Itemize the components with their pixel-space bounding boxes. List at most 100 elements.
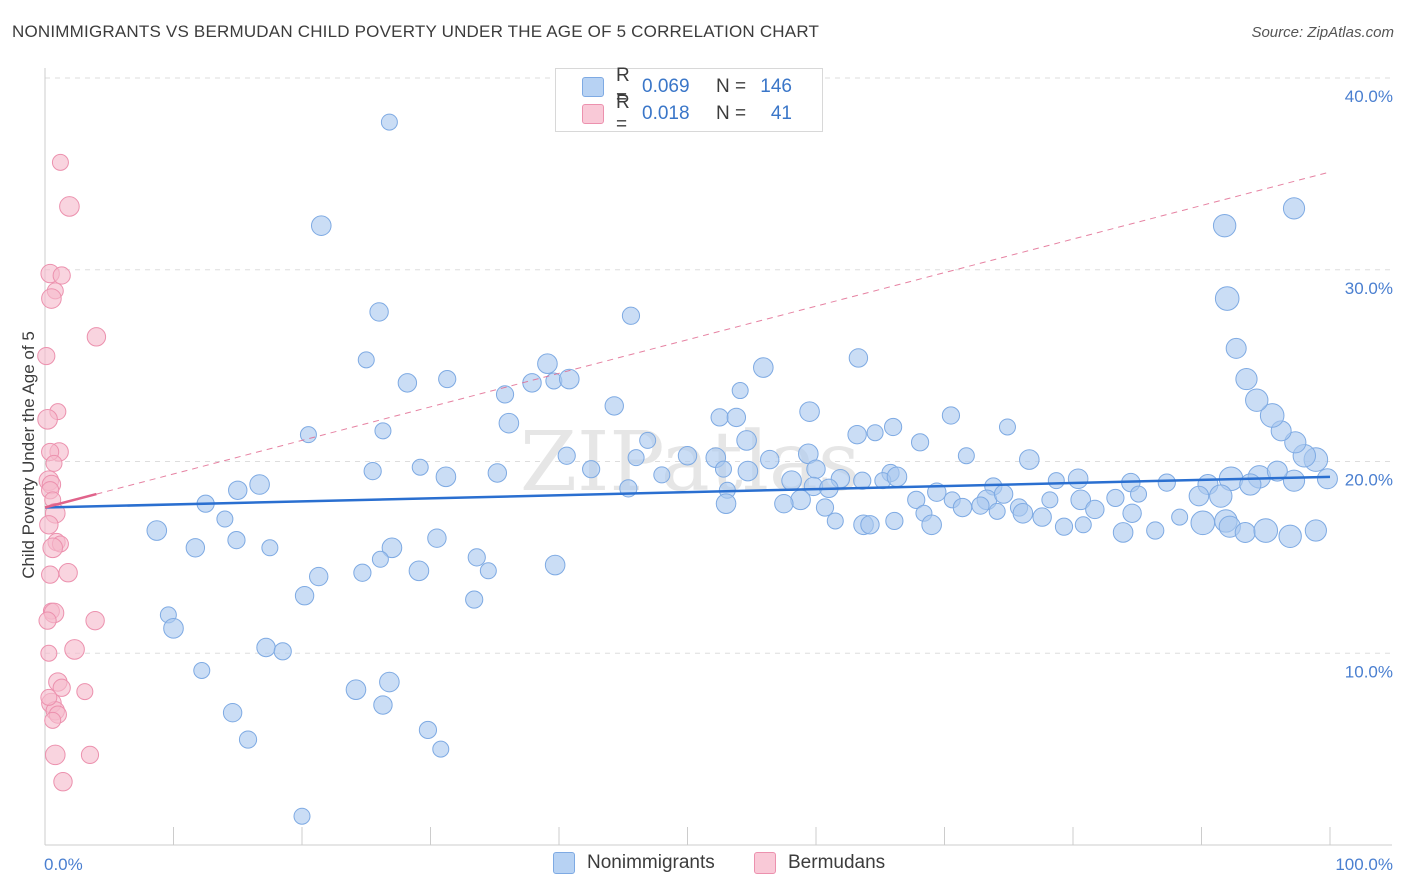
y-tick-label: 30.0%: [1345, 279, 1393, 298]
nonimmigrant-point: [309, 566, 329, 587]
bermudan-point: [38, 611, 57, 630]
nonimmigrant-point: [1253, 518, 1279, 543]
nonimmigrant-point: [653, 466, 671, 484]
nonimmigrant-point: [408, 560, 430, 582]
nonimmigrant-point: [884, 417, 903, 437]
nonimmigrant-point: [294, 586, 315, 606]
nonimmigrant-point: [1012, 502, 1034, 524]
nonimmigrant-point: [847, 424, 867, 445]
nonimmigrant-point: [1074, 516, 1092, 534]
nonimmigrant-point: [357, 351, 375, 369]
nonimmigrant-point: [731, 382, 749, 400]
nonimmigrant-point: [193, 662, 211, 680]
y-tick-label: 40.0%: [1345, 87, 1393, 106]
nonimmigrant-point: [714, 460, 732, 478]
bermudan-point: [44, 744, 66, 766]
bottom-legend: Nonimmigrants Bermudans: [0, 852, 1406, 878]
nonimmigrant-point: [1214, 286, 1240, 311]
nonimmigrant-point: [604, 396, 624, 416]
nonimmigrant-point: [1282, 197, 1306, 220]
legend-r-value: 0.069: [642, 76, 690, 97]
legend-n-label: N =: [716, 103, 747, 124]
nonimmigrant-point: [998, 418, 1016, 436]
nonimmigrant-point: [1266, 460, 1288, 482]
nonimmigrant-point: [886, 466, 908, 488]
nonimmigrant-point: [710, 408, 729, 427]
nonimmigrant-point: [1146, 521, 1165, 540]
nonimmigrant-point: [760, 449, 780, 470]
bermudan-point: [64, 639, 85, 660]
nonimmigrant-point: [1047, 472, 1065, 490]
nonimmigrant-point: [299, 426, 317, 444]
nonimmigrant-point: [1284, 431, 1307, 454]
bottom-legend-swatch-pink: [754, 852, 776, 874]
nonimmigrant-point: [465, 590, 484, 609]
bermudan-point: [39, 515, 59, 535]
legend-swatch-blue: [582, 77, 604, 97]
bermudan-point: [53, 772, 73, 792]
bermudan-point: [76, 683, 94, 701]
nonimmigrant-point: [726, 407, 747, 428]
nonimmigrant-point: [753, 357, 774, 378]
nonimmigrant-point: [371, 550, 389, 568]
nonimmigrant-point: [467, 548, 486, 567]
nonimmigrant-point: [411, 458, 429, 476]
nonimmigrant-point: [1209, 484, 1233, 508]
nonimmigrant-point: [971, 496, 990, 515]
bermudan-point: [37, 409, 58, 430]
nonimmigrant-point: [1304, 519, 1327, 542]
nonimmigrant-point: [1106, 488, 1125, 508]
nonimmigrant-point: [736, 430, 757, 451]
nonimmigrant-point: [1054, 517, 1074, 536]
nonimmigrant-point: [1225, 337, 1247, 359]
legend-r-label: R =: [616, 92, 630, 135]
nonimmigrant-point: [256, 637, 276, 658]
nonimmigrant-point: [1019, 449, 1040, 470]
bottom-legend-label: Nonimmigrants: [587, 852, 715, 873]
nonimmigrant-point: [369, 302, 389, 322]
nonimmigrant-point: [1235, 367, 1258, 391]
nonimmigrant-point: [826, 512, 844, 530]
nonimmigrant-point: [941, 406, 961, 425]
nonimmigrant-point: [418, 720, 438, 740]
nonimmigrant-point: [1234, 521, 1256, 543]
nonimmigrant-point: [860, 515, 880, 535]
nonimmigrant-point: [310, 215, 332, 236]
trend-layer: [44, 171, 1331, 509]
nonimmigrant-point: [621, 306, 641, 325]
nonimmigrant-point: [374, 422, 392, 440]
nonimmigrant-point: [952, 497, 973, 518]
nonimmigrant-point: [1032, 507, 1052, 527]
nonimmigrant-point: [715, 493, 737, 514]
nonimmigrant-point: [1282, 469, 1306, 492]
bermudan-point: [52, 678, 71, 697]
nonimmigrant-point: [379, 671, 400, 693]
nonimmigrant-point: [1112, 522, 1134, 543]
nonimmigrant-point: [353, 563, 372, 582]
bottom-legend-bermudans: Bermudans: [754, 852, 885, 874]
nonimmigrant-point: [293, 807, 311, 825]
legend-r-value: 0.018: [642, 103, 690, 124]
legend-swatch-pink: [582, 104, 604, 124]
nonimmigrant-point: [993, 484, 1014, 504]
grid-layer: [45, 77, 1392, 654]
nonimmigrant-point: [1085, 499, 1105, 520]
bermudan-point: [52, 266, 71, 285]
nonimmigrant-point: [1278, 524, 1302, 548]
nonimmigrant-point: [146, 520, 168, 541]
nonimmigrant-point: [1067, 468, 1089, 490]
y-tick-label: 20.0%: [1345, 471, 1393, 490]
nonimmigrant-point: [381, 537, 403, 559]
nonimmigrant-point: [907, 490, 926, 509]
nonimmigrant-point: [866, 424, 884, 442]
nonimmigrant-point: [397, 373, 418, 393]
nonimmigrant-point: [537, 353, 558, 375]
bermudan-point: [37, 346, 56, 366]
nonimmigrant-point: [1171, 508, 1189, 526]
y-tick-label: 10.0%: [1345, 662, 1393, 681]
bermudan-point: [42, 537, 64, 559]
nonimmigrant-point: [1041, 491, 1059, 509]
nonimmigrant-point: [677, 446, 698, 466]
chart-title: NONIMMIGRANTS VS BERMUDAN CHILD POVERTY …: [12, 22, 820, 41]
nonimmigrant-point: [1316, 468, 1338, 490]
